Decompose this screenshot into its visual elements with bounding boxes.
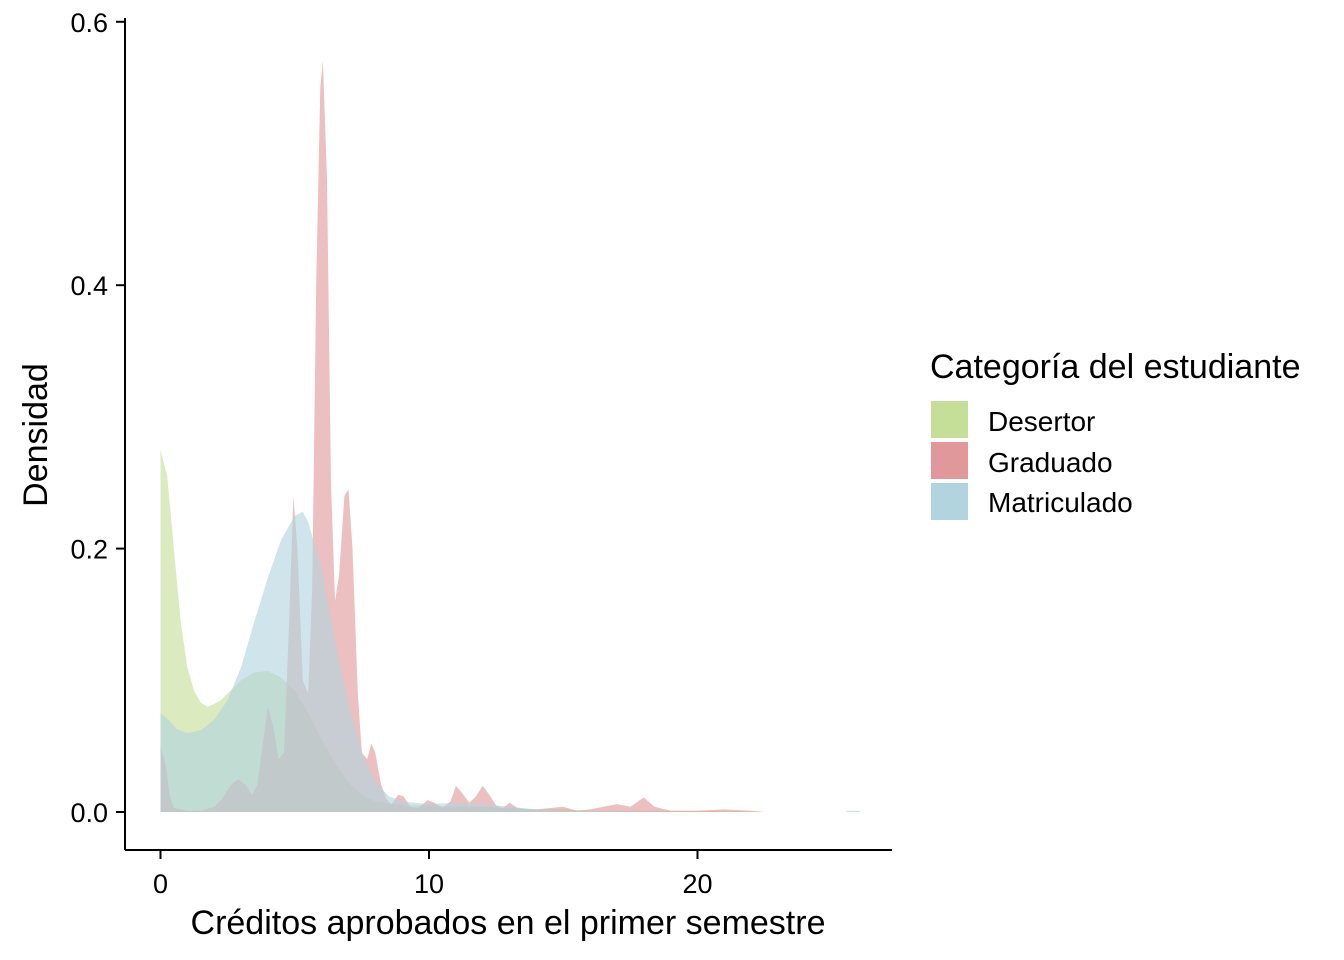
legend-label-matriculado: Matriculado <box>988 487 1133 518</box>
legend-key-graduado <box>931 442 968 479</box>
x-tick-label: 10 <box>414 869 444 899</box>
legend-label-graduado: Graduado <box>988 447 1113 478</box>
y-tick-label: 0.6 <box>70 8 108 38</box>
legend: Categoría del estudiante Desertor Gradua… <box>930 348 1300 520</box>
plot-areas <box>160 61 862 813</box>
x-tick-label: 20 <box>682 869 712 899</box>
x-axis-title: Créditos aprobados en el primer semestre <box>191 904 826 942</box>
legend-key-desertor <box>931 401 968 438</box>
density-area-matriculado <box>160 511 862 812</box>
y-tick-label: 0.2 <box>70 535 108 565</box>
y-tick-label: 0.4 <box>70 271 108 301</box>
x-ticks: 0 10 20 <box>153 850 713 899</box>
y-tick-label: 0.0 <box>70 798 108 828</box>
legend-title: Categoría del estudiante <box>930 348 1300 386</box>
y-axis-title: Densidad <box>17 363 55 507</box>
x-tick-label: 0 <box>153 869 168 899</box>
legend-label-desertor: Desertor <box>988 406 1095 437</box>
legend-key-matriculado <box>931 483 968 520</box>
y-ticks: 0.0 0.2 0.4 0.6 <box>70 8 125 828</box>
